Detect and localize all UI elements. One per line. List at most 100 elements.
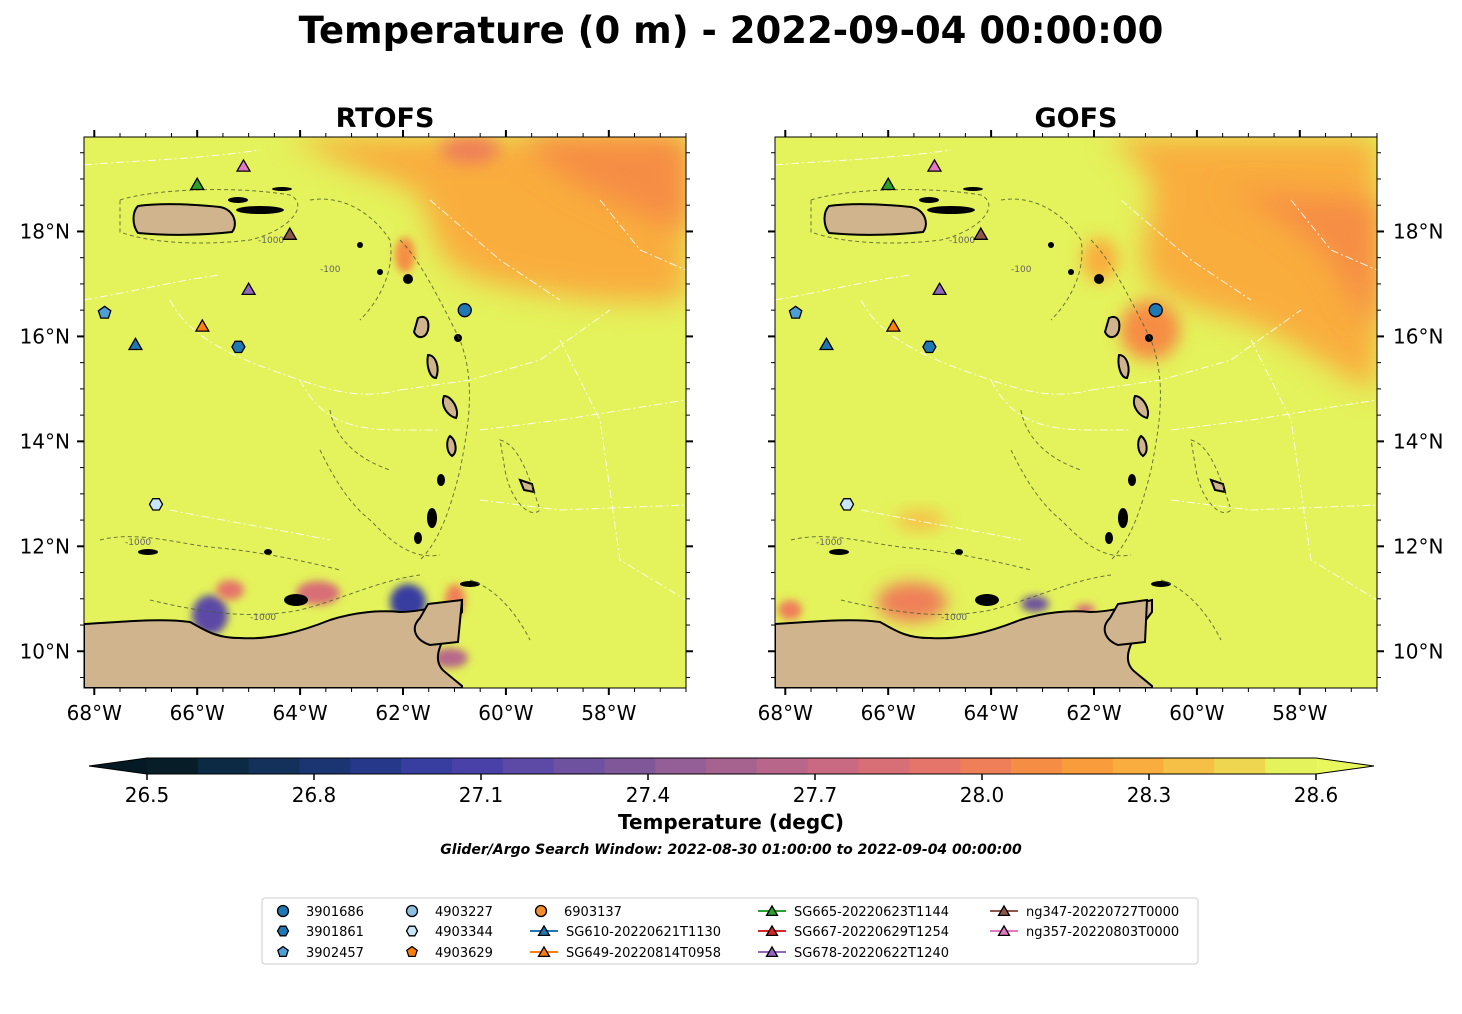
y-tick-label: 16°N: [1393, 324, 1443, 348]
marker-4903344: [839, 498, 855, 511]
colorbar-segment: [299, 758, 351, 774]
legend-marker: [534, 904, 548, 918]
legend-label: ng347-20220727T0000: [1026, 905, 1179, 920]
colorbar-tick-label: 28.0: [960, 783, 1005, 807]
markers-gofs: [788, 158, 1163, 511]
contour-label: -100: [320, 265, 341, 275]
y-tick-label: 14°N: [1393, 429, 1443, 453]
contour-label: -1000: [816, 538, 842, 548]
y-tick-label: 12°N: [1393, 534, 1443, 558]
marker-ng357-20220803T0000: [235, 158, 252, 172]
marker-4903344: [148, 498, 164, 511]
bathymetry-contours: [99, 189, 541, 641]
x-tick-label: 60°W: [478, 701, 533, 725]
legend-label: 3902457: [306, 946, 364, 961]
map-frame-rtofs: [83, 136, 687, 689]
colorbar-segment: [1163, 758, 1215, 774]
map-frame-gofs: [774, 136, 1378, 689]
colorbar-segment: [197, 758, 250, 774]
marker-ng347-20220727T0000: [973, 226, 989, 240]
y-tick-label: 10°N: [1393, 639, 1443, 663]
y-tick-label: 18°N: [20, 219, 70, 243]
y-tick-label: 18°N: [1393, 219, 1443, 243]
marker-SG678-20220622T1240: [241, 281, 257, 296]
legend-label: 4903344: [435, 925, 493, 940]
x-tick-label: 68°W: [67, 701, 122, 725]
legend-marker: [406, 945, 418, 958]
colorbar-segment: [1214, 758, 1266, 774]
x-tick-label: 64°W: [963, 701, 1018, 725]
legend-marker: [765, 904, 779, 917]
x-tick-label: 66°W: [861, 701, 916, 725]
legend-marker: [765, 945, 779, 958]
marker-ng347-20220727T0000: [282, 226, 298, 240]
colorbar-label: Temperature (degC): [618, 810, 844, 834]
colorbar-segment: [248, 758, 301, 774]
colorbar-tick-label: 27.4: [626, 783, 671, 807]
legend: 3901686 3901861 3902457 4903227 4903344 49036…: [276, 904, 1179, 961]
legend-marker: [277, 945, 289, 958]
warm-patches: [778, 137, 1377, 622]
marker-ng357-20220803T0000: [926, 158, 943, 172]
legend-marker: [765, 924, 779, 937]
colorbar-segment: [147, 758, 199, 774]
colorbar-tick-label: 28.6: [1294, 783, 1339, 807]
marker-3902457: [788, 305, 803, 319]
ticks-gofs: 68°W 66°W 64°W 62°W 60°W 58°W 10°N 12°N 14°N 16°N…: [758, 130, 1443, 725]
x-tick-label: 66°W: [170, 701, 225, 725]
colorbar-tick-label: 27.1: [459, 783, 504, 807]
colorbar-tick-label: 27.7: [793, 783, 838, 807]
legend-marker: [997, 924, 1011, 937]
legend-marker: [405, 904, 419, 918]
land: [775, 203, 1227, 688]
markers-rtofs: [97, 158, 472, 511]
panel-title-rtofs: RTOFS: [336, 103, 435, 134]
y-tick-label: 14°N: [20, 429, 70, 453]
colorbar-segment: [1061, 758, 1114, 774]
legend-marker: [276, 904, 290, 918]
legend-label: ng357-20220803T0000: [1026, 925, 1179, 940]
legend-label: 3901861: [306, 925, 364, 940]
land: [84, 203, 536, 688]
x-tick-label: 62°W: [1066, 701, 1121, 725]
marker-SG610-20220621T1130: [818, 336, 835, 351]
y-tick-label: 12°N: [20, 534, 70, 558]
colorbar-segment: [451, 758, 504, 774]
x-tick-label: 60°W: [1169, 701, 1224, 725]
contour-label: -1000: [250, 613, 276, 623]
contour-label: -100: [1011, 265, 1032, 275]
contour-label: -1000: [125, 538, 151, 548]
colorbar-tick-label: 26.8: [292, 783, 337, 807]
panel-gofs: GOFS: [758, 103, 1444, 725]
warm-patches: [192, 137, 686, 668]
legend-label: SG649-20220814T0958: [566, 946, 721, 961]
x-tick-label: 64°W: [272, 701, 327, 725]
legend-frame: [261, 897, 1199, 965]
boundary-lines: [775, 149, 1377, 601]
colorbar-segment: [858, 758, 910, 774]
colorbar-segment: [756, 758, 809, 774]
colorbar-segment: [960, 758, 1012, 774]
colorbar: 26.5 26.8 27.1 27.4 27.7 28.0 28.3 28.6: [88, 757, 1375, 807]
colorbar-segment: [502, 758, 555, 774]
legend-marker: [537, 924, 551, 937]
legend-label: SG667-20220629T1254: [794, 925, 949, 940]
colorbar-tick-label: 26.5: [125, 783, 170, 807]
contour-label: -1000: [258, 236, 284, 246]
legend-label: SG665-20220623T1144: [794, 905, 949, 920]
boundary-lines: [84, 149, 686, 601]
x-tick-label: 58°W: [581, 701, 636, 725]
marker-SG678-20220622T1240: [932, 281, 948, 296]
search-window-subtitle: Glider/Argo Search Window: 2022-08-30 01…: [440, 842, 1022, 858]
colorbar-segment: [350, 758, 402, 774]
colorbar-tick-label: 28.3: [1127, 783, 1172, 807]
ticks-rtofs: 68°W 66°W 64°W 62°W 60°W 58°W 10°N 12°N 14°N 16°N…: [20, 130, 693, 725]
x-tick-label: 58°W: [1272, 701, 1327, 725]
figure-title: Temperature (0 m) - 2022-09-04 00:00:00: [299, 9, 1164, 52]
marker-3902457: [97, 305, 112, 319]
marker-SG649-20220814T0958: [194, 318, 210, 332]
y-tick-label: 16°N: [20, 324, 70, 348]
marker-3901861: [922, 340, 937, 354]
colorbar-segment: [807, 758, 860, 774]
